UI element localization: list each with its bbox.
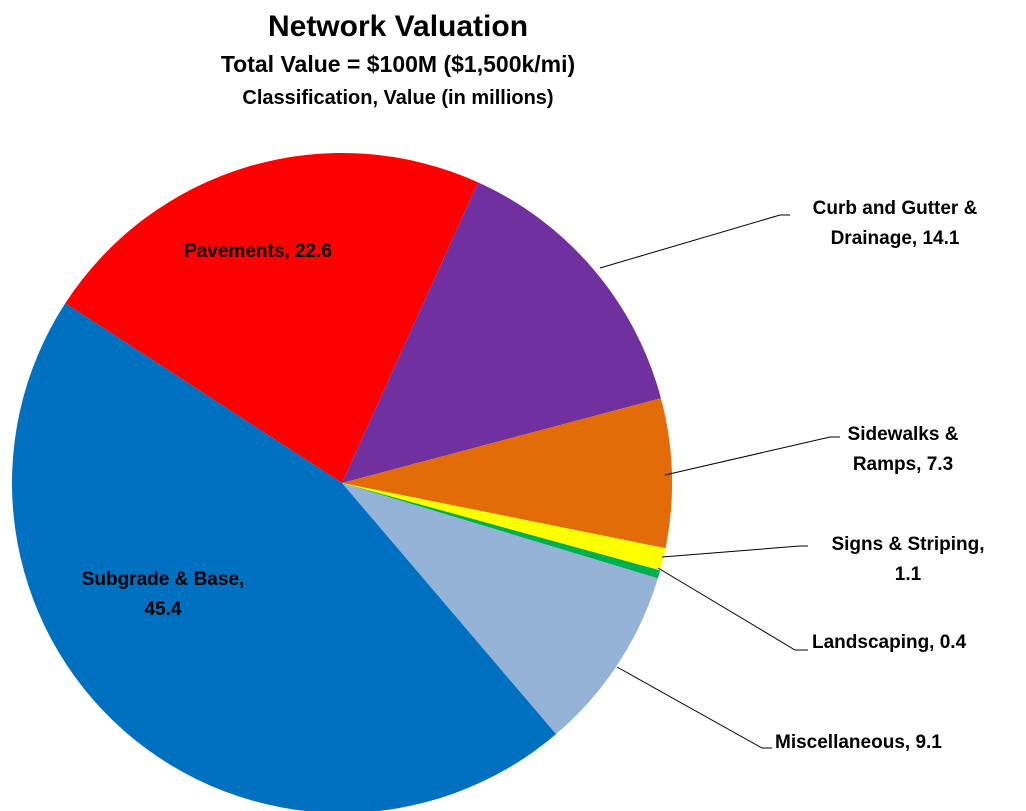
pie-slice xyxy=(342,182,661,484)
data-label: Pavements, 22.6 xyxy=(184,241,332,262)
pie-slice xyxy=(65,153,479,483)
leader-line xyxy=(599,214,790,269)
data-label-line: 45.4 xyxy=(145,599,182,620)
data-label: Signs & Striping, 1.1 xyxy=(831,534,984,585)
data-label: Curb and Gutter & Drainage, 14.1 xyxy=(813,198,978,249)
pie-slice xyxy=(342,483,661,579)
data-label: Sidewalks & Ramps, 7.3 xyxy=(848,424,959,475)
data-label-line: Miscellaneous, 9.1 xyxy=(775,732,942,753)
data-label-line: Sidewalks & xyxy=(848,424,959,445)
pie-slice xyxy=(12,303,557,811)
chart-title: Network Valuation xyxy=(268,10,528,43)
pie-slice xyxy=(342,483,666,571)
data-label-line: Drainage, 14.1 xyxy=(831,228,960,249)
data-label-line: Curb and Gutter & xyxy=(813,198,978,219)
data-label-line: Landscaping, 0.4 xyxy=(812,632,967,653)
leader-line xyxy=(657,567,808,651)
data-label-line: 1.1 xyxy=(895,564,922,585)
leader-line xyxy=(664,436,840,476)
data-label-line: Subgrade & Base, xyxy=(82,569,245,590)
data-label-line: Signs & Striping, xyxy=(831,534,984,555)
data-label: Landscaping, 0.4 xyxy=(812,632,967,653)
chart-subtitle: Total Value = $100M ($1,500k/mi) xyxy=(221,51,575,77)
leader-line xyxy=(661,545,808,558)
chart-caption: Classification, Value (in millions) xyxy=(242,87,553,109)
data-label-line: Ramps, 7.3 xyxy=(853,454,953,475)
data-label-line: Pavements, 22.6 xyxy=(184,241,332,262)
data-label: Miscellaneous, 9.1 xyxy=(775,732,942,753)
leader-line xyxy=(616,666,772,749)
data-label: Subgrade & Base, 45.4 xyxy=(82,569,245,620)
pie-slice xyxy=(342,483,658,735)
pie-slice xyxy=(342,398,672,549)
